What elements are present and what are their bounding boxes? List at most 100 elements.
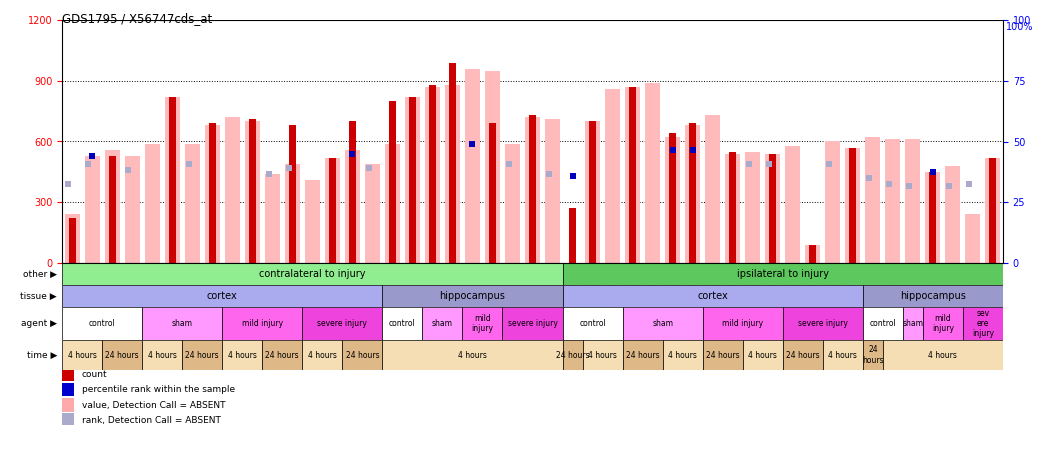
- Bar: [563, 263, 1003, 285]
- Bar: [745, 152, 760, 263]
- Text: GDS1795 / X56747cds_at: GDS1795 / X56747cds_at: [62, 12, 212, 25]
- Text: 100%: 100%: [1006, 22, 1034, 32]
- Bar: [646, 83, 660, 263]
- Bar: [109, 156, 115, 263]
- Text: sham: sham: [171, 319, 193, 328]
- Bar: [69, 219, 76, 263]
- Bar: [343, 340, 382, 370]
- Text: severe injury: severe injury: [318, 319, 367, 328]
- Bar: [284, 164, 300, 263]
- Bar: [62, 263, 563, 285]
- Text: 4 hours: 4 hours: [589, 351, 617, 359]
- Bar: [905, 140, 921, 263]
- Bar: [903, 307, 923, 340]
- Bar: [929, 172, 936, 263]
- Text: sham: sham: [432, 319, 453, 328]
- Text: mild
injury: mild injury: [471, 314, 493, 333]
- Bar: [445, 85, 460, 263]
- Text: 4 hours: 4 hours: [929, 351, 957, 359]
- Bar: [465, 69, 480, 263]
- Text: hippocampus: hippocampus: [439, 291, 506, 301]
- Bar: [623, 307, 703, 340]
- Bar: [502, 307, 563, 340]
- Bar: [662, 340, 703, 370]
- Bar: [529, 115, 536, 263]
- Bar: [325, 158, 339, 263]
- Bar: [563, 307, 623, 340]
- Bar: [289, 125, 296, 263]
- Bar: [168, 97, 175, 263]
- Bar: [525, 117, 540, 263]
- Text: severe injury: severe injury: [508, 319, 557, 328]
- Bar: [142, 307, 222, 340]
- Bar: [665, 138, 680, 263]
- Text: contralateral to injury: contralateral to injury: [260, 269, 365, 279]
- Bar: [629, 87, 636, 263]
- Bar: [305, 180, 320, 263]
- Bar: [182, 340, 222, 370]
- Bar: [185, 144, 199, 263]
- Bar: [883, 340, 1003, 370]
- Bar: [783, 307, 863, 340]
- Text: agent ▶: agent ▶: [21, 319, 57, 328]
- Text: hippocampus: hippocampus: [900, 291, 966, 301]
- Text: 4 hours: 4 hours: [458, 351, 487, 359]
- Text: 24 hours: 24 hours: [105, 351, 139, 359]
- Bar: [422, 307, 462, 340]
- Text: cortex: cortex: [207, 291, 238, 301]
- Bar: [504, 144, 520, 263]
- Text: mild
injury: mild injury: [932, 314, 954, 333]
- Bar: [863, 307, 903, 340]
- Text: time ▶: time ▶: [27, 351, 57, 359]
- Bar: [385, 144, 400, 263]
- Bar: [703, 340, 743, 370]
- Bar: [585, 121, 600, 263]
- Text: 4 hours: 4 hours: [748, 351, 777, 359]
- Bar: [425, 87, 440, 263]
- Bar: [685, 125, 701, 263]
- Bar: [783, 340, 823, 370]
- Bar: [364, 164, 380, 263]
- Bar: [825, 141, 841, 263]
- Bar: [222, 307, 302, 340]
- Bar: [302, 307, 382, 340]
- Bar: [485, 71, 500, 263]
- Bar: [769, 153, 776, 263]
- Bar: [329, 158, 335, 263]
- Bar: [563, 340, 582, 370]
- Bar: [382, 285, 563, 307]
- Bar: [805, 245, 820, 263]
- Bar: [144, 144, 160, 263]
- Bar: [204, 125, 220, 263]
- Text: other ▶: other ▶: [23, 270, 57, 279]
- Text: 4 hours: 4 hours: [308, 351, 336, 359]
- Text: percentile rank within the sample: percentile rank within the sample: [82, 385, 235, 394]
- Bar: [743, 340, 783, 370]
- Bar: [142, 340, 182, 370]
- Bar: [989, 158, 996, 263]
- Bar: [689, 123, 696, 263]
- Bar: [582, 340, 623, 370]
- Bar: [926, 172, 940, 263]
- Bar: [823, 340, 863, 370]
- Bar: [429, 85, 436, 263]
- Text: 24 hours: 24 hours: [555, 351, 590, 359]
- Bar: [222, 340, 263, 370]
- Text: rank, Detection Call = ABSENT: rank, Detection Call = ABSENT: [82, 416, 221, 425]
- Bar: [489, 123, 496, 263]
- Text: 4 hours: 4 hours: [668, 351, 698, 359]
- Bar: [409, 97, 416, 263]
- Bar: [545, 119, 561, 263]
- Bar: [345, 150, 360, 263]
- Bar: [62, 413, 75, 427]
- Bar: [62, 398, 75, 412]
- Bar: [302, 340, 343, 370]
- Bar: [405, 97, 420, 263]
- Text: 24 hours: 24 hours: [266, 351, 299, 359]
- Bar: [965, 214, 981, 263]
- Bar: [62, 307, 142, 340]
- Text: 24 hours: 24 hours: [346, 351, 379, 359]
- Bar: [563, 285, 863, 307]
- Bar: [786, 146, 800, 263]
- Text: 24 hours: 24 hours: [186, 351, 219, 359]
